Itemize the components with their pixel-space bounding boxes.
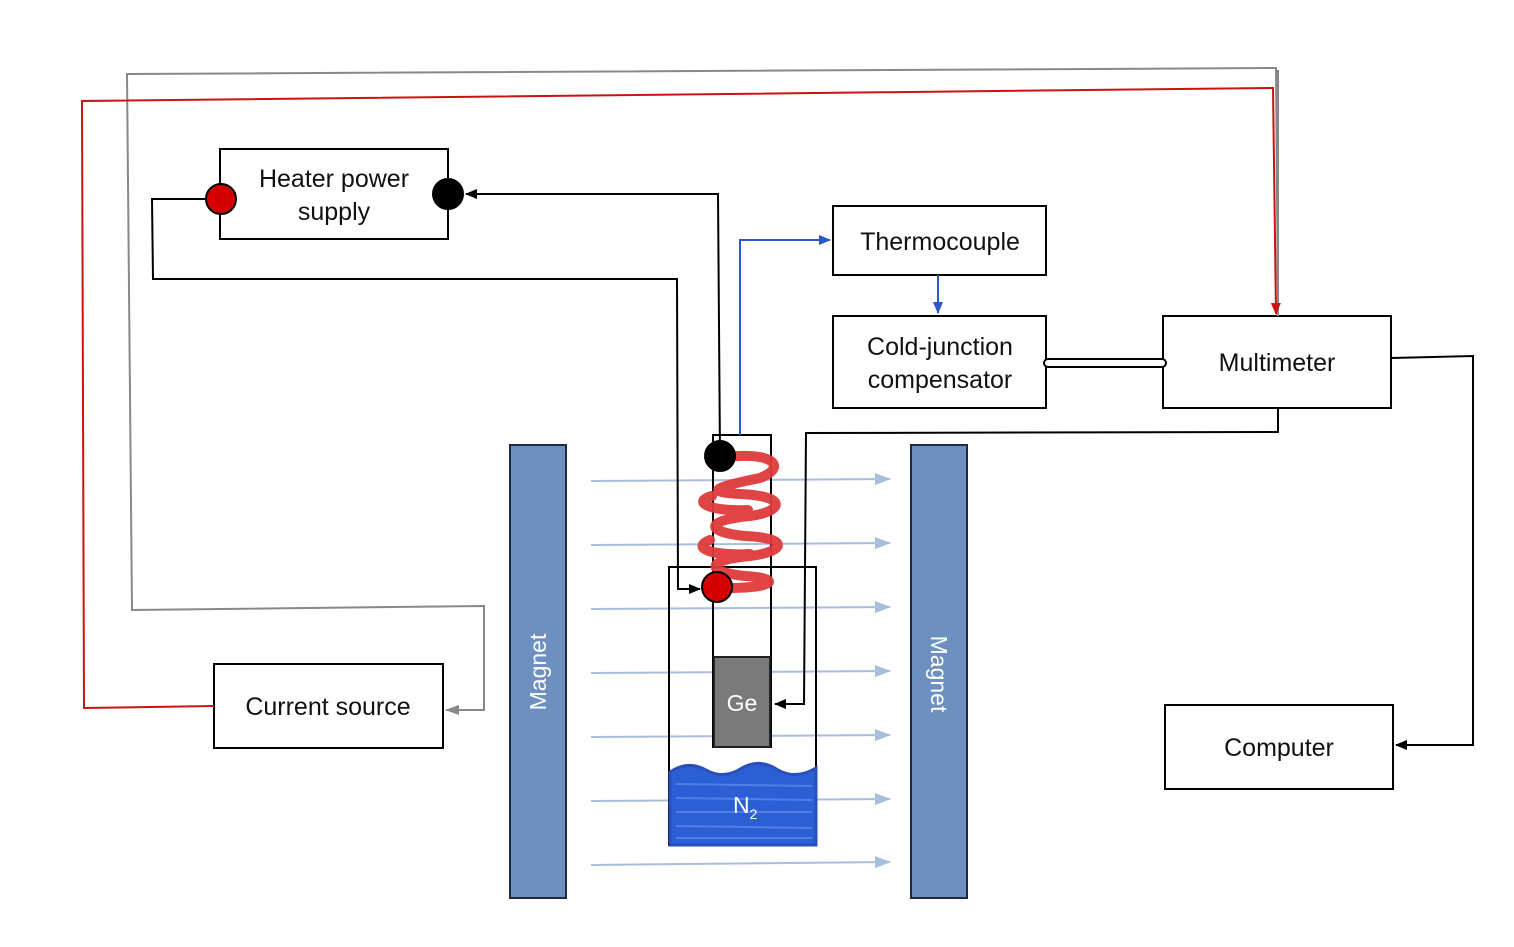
magnet-left: Magnet (509, 444, 567, 899)
heater-return-wire (465, 189, 721, 457)
field-line (590, 537, 891, 550)
thermocouple-wire (739, 235, 831, 435)
cjc-label-line1: Cold-junction (867, 333, 1013, 361)
ge-sample-label: Ge (727, 690, 758, 716)
multimeter-sample-wire (774, 408, 1279, 709)
multimeter-label: Multimeter (1219, 349, 1336, 377)
magnet-right-label: Magnet (926, 636, 952, 713)
magnet-left-label: Magnet (525, 633, 551, 710)
heater-supply-red-terminal (205, 183, 237, 215)
heater-supply-black-terminal (432, 178, 464, 210)
current-source-label: Current source (245, 693, 410, 721)
computer-label: Computer (1224, 734, 1334, 762)
heater-label-line1: Heater power (259, 165, 409, 193)
heater-label-line2: supply (298, 198, 371, 226)
computer-link-wire (1390, 354, 1474, 750)
cjc-multimeter-connector (1043, 358, 1167, 368)
ge-sample: Ge (713, 656, 771, 748)
cold-junction-compensator: Cold-junction compensator (832, 315, 1047, 409)
heater-feed-wire (150, 198, 701, 594)
heater-power-supply: Heater power supply (219, 148, 449, 240)
computer: Computer (1164, 704, 1394, 790)
multimeter: Multimeter (1162, 315, 1392, 409)
liquid-nitrogen: N2 (668, 762, 818, 847)
voltage-sense-wire (80, 86, 1281, 710)
field-line (590, 601, 891, 614)
magnet-right: Magnet (910, 444, 968, 899)
coil-top-black-terminal (704, 440, 736, 472)
coil-bottom-red-terminal (701, 571, 733, 603)
thermocouple: Thermocouple (832, 205, 1047, 276)
current-source-wire (125, 66, 1279, 715)
field-line (590, 856, 891, 869)
heater-coil (697, 450, 783, 593)
current-source: Current source (213, 663, 444, 749)
nitrogen-label: N2 (733, 792, 758, 822)
thermocouple-label: Thermocouple (860, 228, 1020, 256)
cjc-label-line2: compensator (868, 366, 1013, 394)
